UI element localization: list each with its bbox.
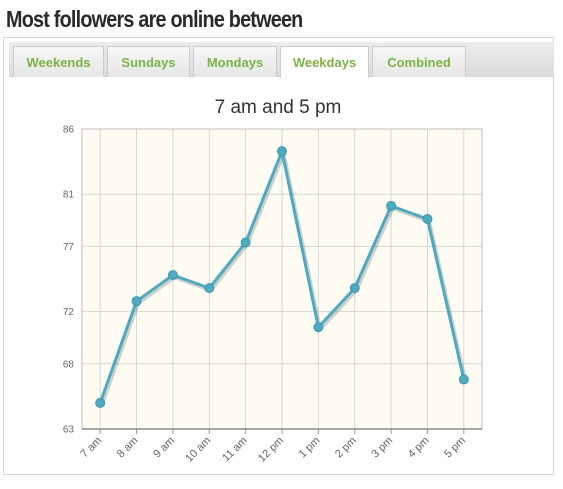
x-tick-label: 1 pm xyxy=(297,435,323,461)
x-tick-label: 9 am xyxy=(151,435,177,461)
y-tick-label: 81 xyxy=(63,190,75,201)
y-tick-label: 72 xyxy=(63,307,75,318)
y-tick-label: 63 xyxy=(63,425,75,436)
page-heading: Most followers are online between xyxy=(6,6,303,32)
data-point xyxy=(313,322,324,333)
tab-mondays[interactable]: Mondays xyxy=(193,46,277,77)
x-tick-label: 7 am xyxy=(79,435,105,461)
tab-combined[interactable]: Combined xyxy=(372,46,466,77)
tab-sundays[interactable]: Sundays xyxy=(107,46,190,77)
data-point xyxy=(277,146,287,157)
tab-bar: Weekends Sundays Mondays Weekdays Combin… xyxy=(9,42,554,78)
chart-title: 7 am and 5 pm xyxy=(215,97,342,118)
y-tick-label: 68 xyxy=(63,359,75,370)
x-tick-label: 5 pm xyxy=(442,435,468,461)
x-tick-label: 12 pm xyxy=(256,435,286,465)
data-point xyxy=(458,374,469,385)
x-tick-label: 10 am xyxy=(183,435,213,465)
data-point xyxy=(95,397,106,408)
tab-weekdays[interactable]: Weekdays xyxy=(280,46,369,78)
x-tick-label: 2 pm xyxy=(333,435,359,461)
tab-weekends[interactable]: Weekends xyxy=(13,46,104,77)
data-point xyxy=(422,214,433,224)
x-tick-label: 3 pm xyxy=(369,435,395,461)
data-point xyxy=(240,237,251,248)
data-point xyxy=(167,270,178,281)
x-tick-label: 8 am xyxy=(115,435,141,461)
y-tick-label: 86 xyxy=(63,125,75,136)
chart-plot-area: 63 68 72 77 81 86 7 am 8 am 9 am 10 am 11 am 12 pm 1… xyxy=(63,125,483,465)
data-point xyxy=(131,296,142,307)
data-point xyxy=(204,283,215,294)
data-point xyxy=(386,200,397,211)
x-tick-label: 11 am xyxy=(220,435,250,465)
y-tick-label: 77 xyxy=(63,242,75,253)
data-point xyxy=(349,283,360,294)
x-tick-label: 4 pm xyxy=(406,435,432,461)
